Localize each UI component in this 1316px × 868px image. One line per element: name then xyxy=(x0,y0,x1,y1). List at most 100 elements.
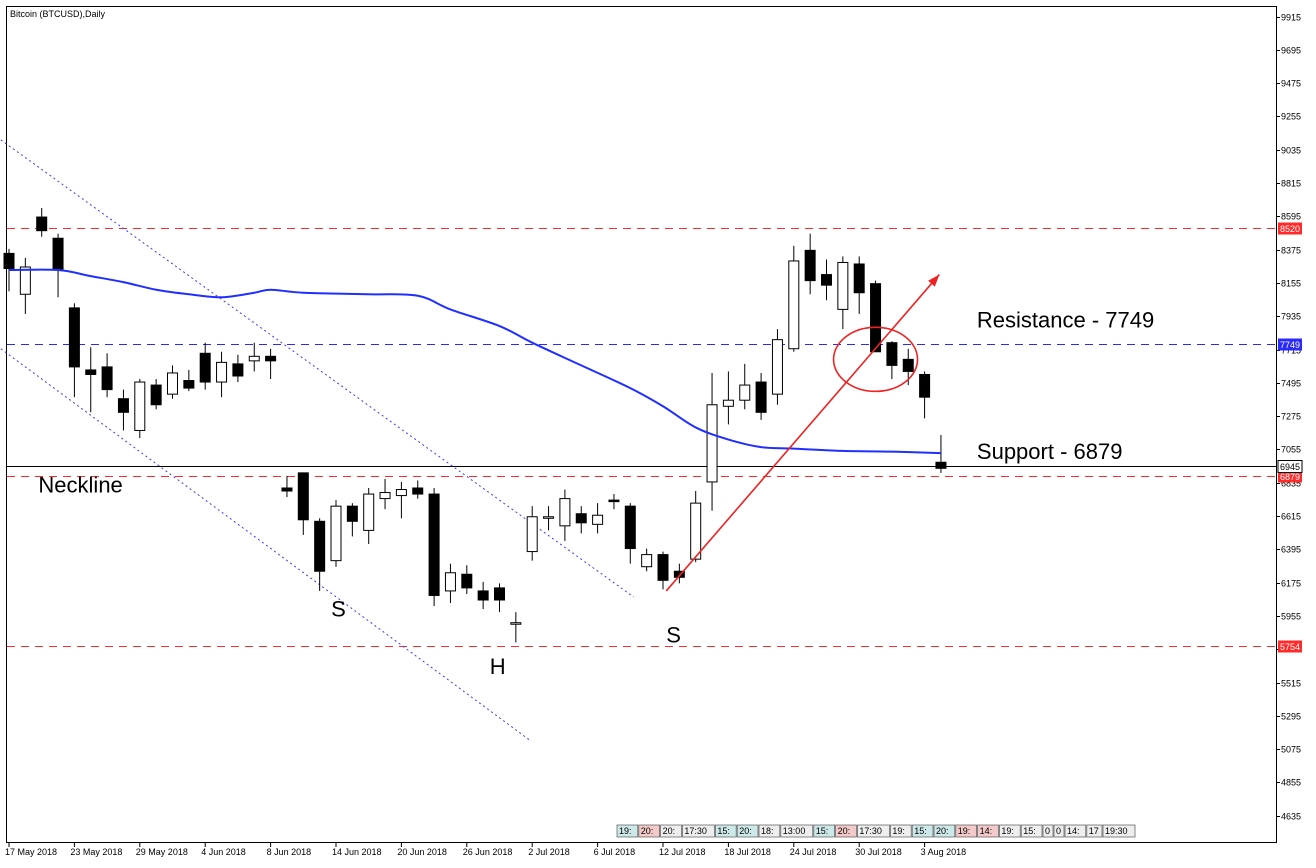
candle xyxy=(804,233,816,295)
status-chip xyxy=(1042,824,1054,838)
candle-body xyxy=(281,487,293,492)
x-tick-label: 29 May 2018 xyxy=(136,847,188,857)
x-tick-label: 30 Jul 2018 xyxy=(855,847,902,857)
candle xyxy=(624,503,636,564)
candle xyxy=(346,503,358,537)
moving-average xyxy=(8,268,941,455)
status-chip-label: 14: xyxy=(980,826,993,836)
candle xyxy=(412,480,424,499)
annotation-support-6879: Support - 6879 xyxy=(977,439,1123,464)
status-chip xyxy=(890,824,912,838)
candle-body xyxy=(755,381,767,413)
candle-body xyxy=(919,373,931,398)
y-tick-label: 4635 xyxy=(1281,812,1301,822)
price-tag-6879 xyxy=(1278,470,1302,483)
status-chip-label: 20: xyxy=(663,826,676,836)
candle xyxy=(559,489,571,541)
y-tick-label: 9475 xyxy=(1281,79,1301,89)
annotation-s: S xyxy=(331,597,346,622)
x-tick-label: 8 Jun 2018 xyxy=(267,847,312,857)
candle-body xyxy=(248,355,260,362)
moving-average-line xyxy=(8,268,941,455)
y-tick-label: 7935 xyxy=(1281,312,1301,322)
candle-body xyxy=(232,363,244,377)
y-tick-label: 5295 xyxy=(1281,712,1301,722)
price-tag-label: 5754 xyxy=(1280,642,1300,652)
candle-body xyxy=(85,369,97,375)
status-chip-label: 0 xyxy=(1056,826,1061,836)
status-chip-label: 19:30 xyxy=(1105,826,1128,836)
status-chip-label: 20: xyxy=(838,826,851,836)
candle-body xyxy=(935,461,947,469)
y-tick-label: 9255 xyxy=(1281,112,1301,122)
status-chip-label: 15: xyxy=(717,826,730,836)
candle-body xyxy=(52,237,64,271)
candle xyxy=(870,280,882,353)
candle xyxy=(477,581,489,610)
candle xyxy=(690,491,702,563)
candle-body xyxy=(510,622,522,625)
y-tick-label: 7055 xyxy=(1281,445,1301,455)
candle xyxy=(722,371,734,425)
candle-body xyxy=(101,366,113,391)
candle xyxy=(297,472,309,535)
chart-title: Bitcoin (BTCUSD),Daily xyxy=(10,9,106,19)
candle-body xyxy=(624,505,636,550)
candle xyxy=(886,341,898,380)
breakout-circle xyxy=(832,326,919,393)
candle xyxy=(199,342,211,390)
candle-body xyxy=(379,492,391,500)
candle xyxy=(117,389,129,431)
candle-body xyxy=(3,252,15,270)
candle xyxy=(314,518,326,591)
price-tag-label: 6879 xyxy=(1280,472,1300,482)
y-tick-label: 9915 xyxy=(1281,13,1301,23)
candle-body xyxy=(853,263,865,294)
price-tag-label: 7749 xyxy=(1280,340,1300,350)
status-chip-label: 15: xyxy=(816,826,829,836)
candle xyxy=(68,303,80,398)
candle xyxy=(771,329,783,405)
candle-body xyxy=(886,342,898,366)
candle xyxy=(19,257,31,314)
candle xyxy=(183,369,195,392)
status-chip-label: 20: xyxy=(641,826,654,836)
x-tick-label: 18 Jul 2018 xyxy=(724,847,771,857)
annotation-resistance-7749: Resistance - 7749 xyxy=(977,308,1154,333)
candle-body xyxy=(771,339,783,395)
status-chip-label: 19: xyxy=(958,826,971,836)
candle-body xyxy=(641,554,653,568)
candle xyxy=(461,565,473,594)
candle xyxy=(821,259,832,301)
candle-body xyxy=(608,499,620,503)
price-tag-label: 8520 xyxy=(1280,224,1300,234)
candle xyxy=(755,372,767,420)
x-tick-label: 3 Aug 2018 xyxy=(921,847,967,857)
status-chip-label: 19: xyxy=(1001,826,1014,836)
candle-body xyxy=(297,472,309,521)
y-tick-label: 6395 xyxy=(1281,545,1301,555)
status-chip xyxy=(911,824,934,838)
candle-body xyxy=(690,502,702,560)
candle xyxy=(837,256,849,330)
candle-body xyxy=(821,274,832,286)
y-tick-label: 9035 xyxy=(1281,146,1301,156)
candle-body xyxy=(494,587,505,601)
candle-body xyxy=(134,381,146,431)
x-tick-label: 23 May 2018 xyxy=(70,847,122,857)
candle-body xyxy=(804,249,816,282)
candle-body xyxy=(117,398,129,413)
annotation-h: H xyxy=(490,654,506,679)
price-tag-7749 xyxy=(1278,338,1302,351)
status-chip xyxy=(1086,824,1103,838)
candlesticks xyxy=(3,207,947,643)
y-tick-label: 7495 xyxy=(1281,379,1301,389)
y-tick-label: 8815 xyxy=(1281,179,1301,189)
candle-body xyxy=(68,307,80,368)
candle xyxy=(919,371,931,419)
status-chip xyxy=(1102,824,1136,838)
candle-body xyxy=(314,520,326,572)
candle xyxy=(379,478,391,510)
status-chip-label: 20: xyxy=(739,826,752,836)
candle xyxy=(248,342,260,372)
